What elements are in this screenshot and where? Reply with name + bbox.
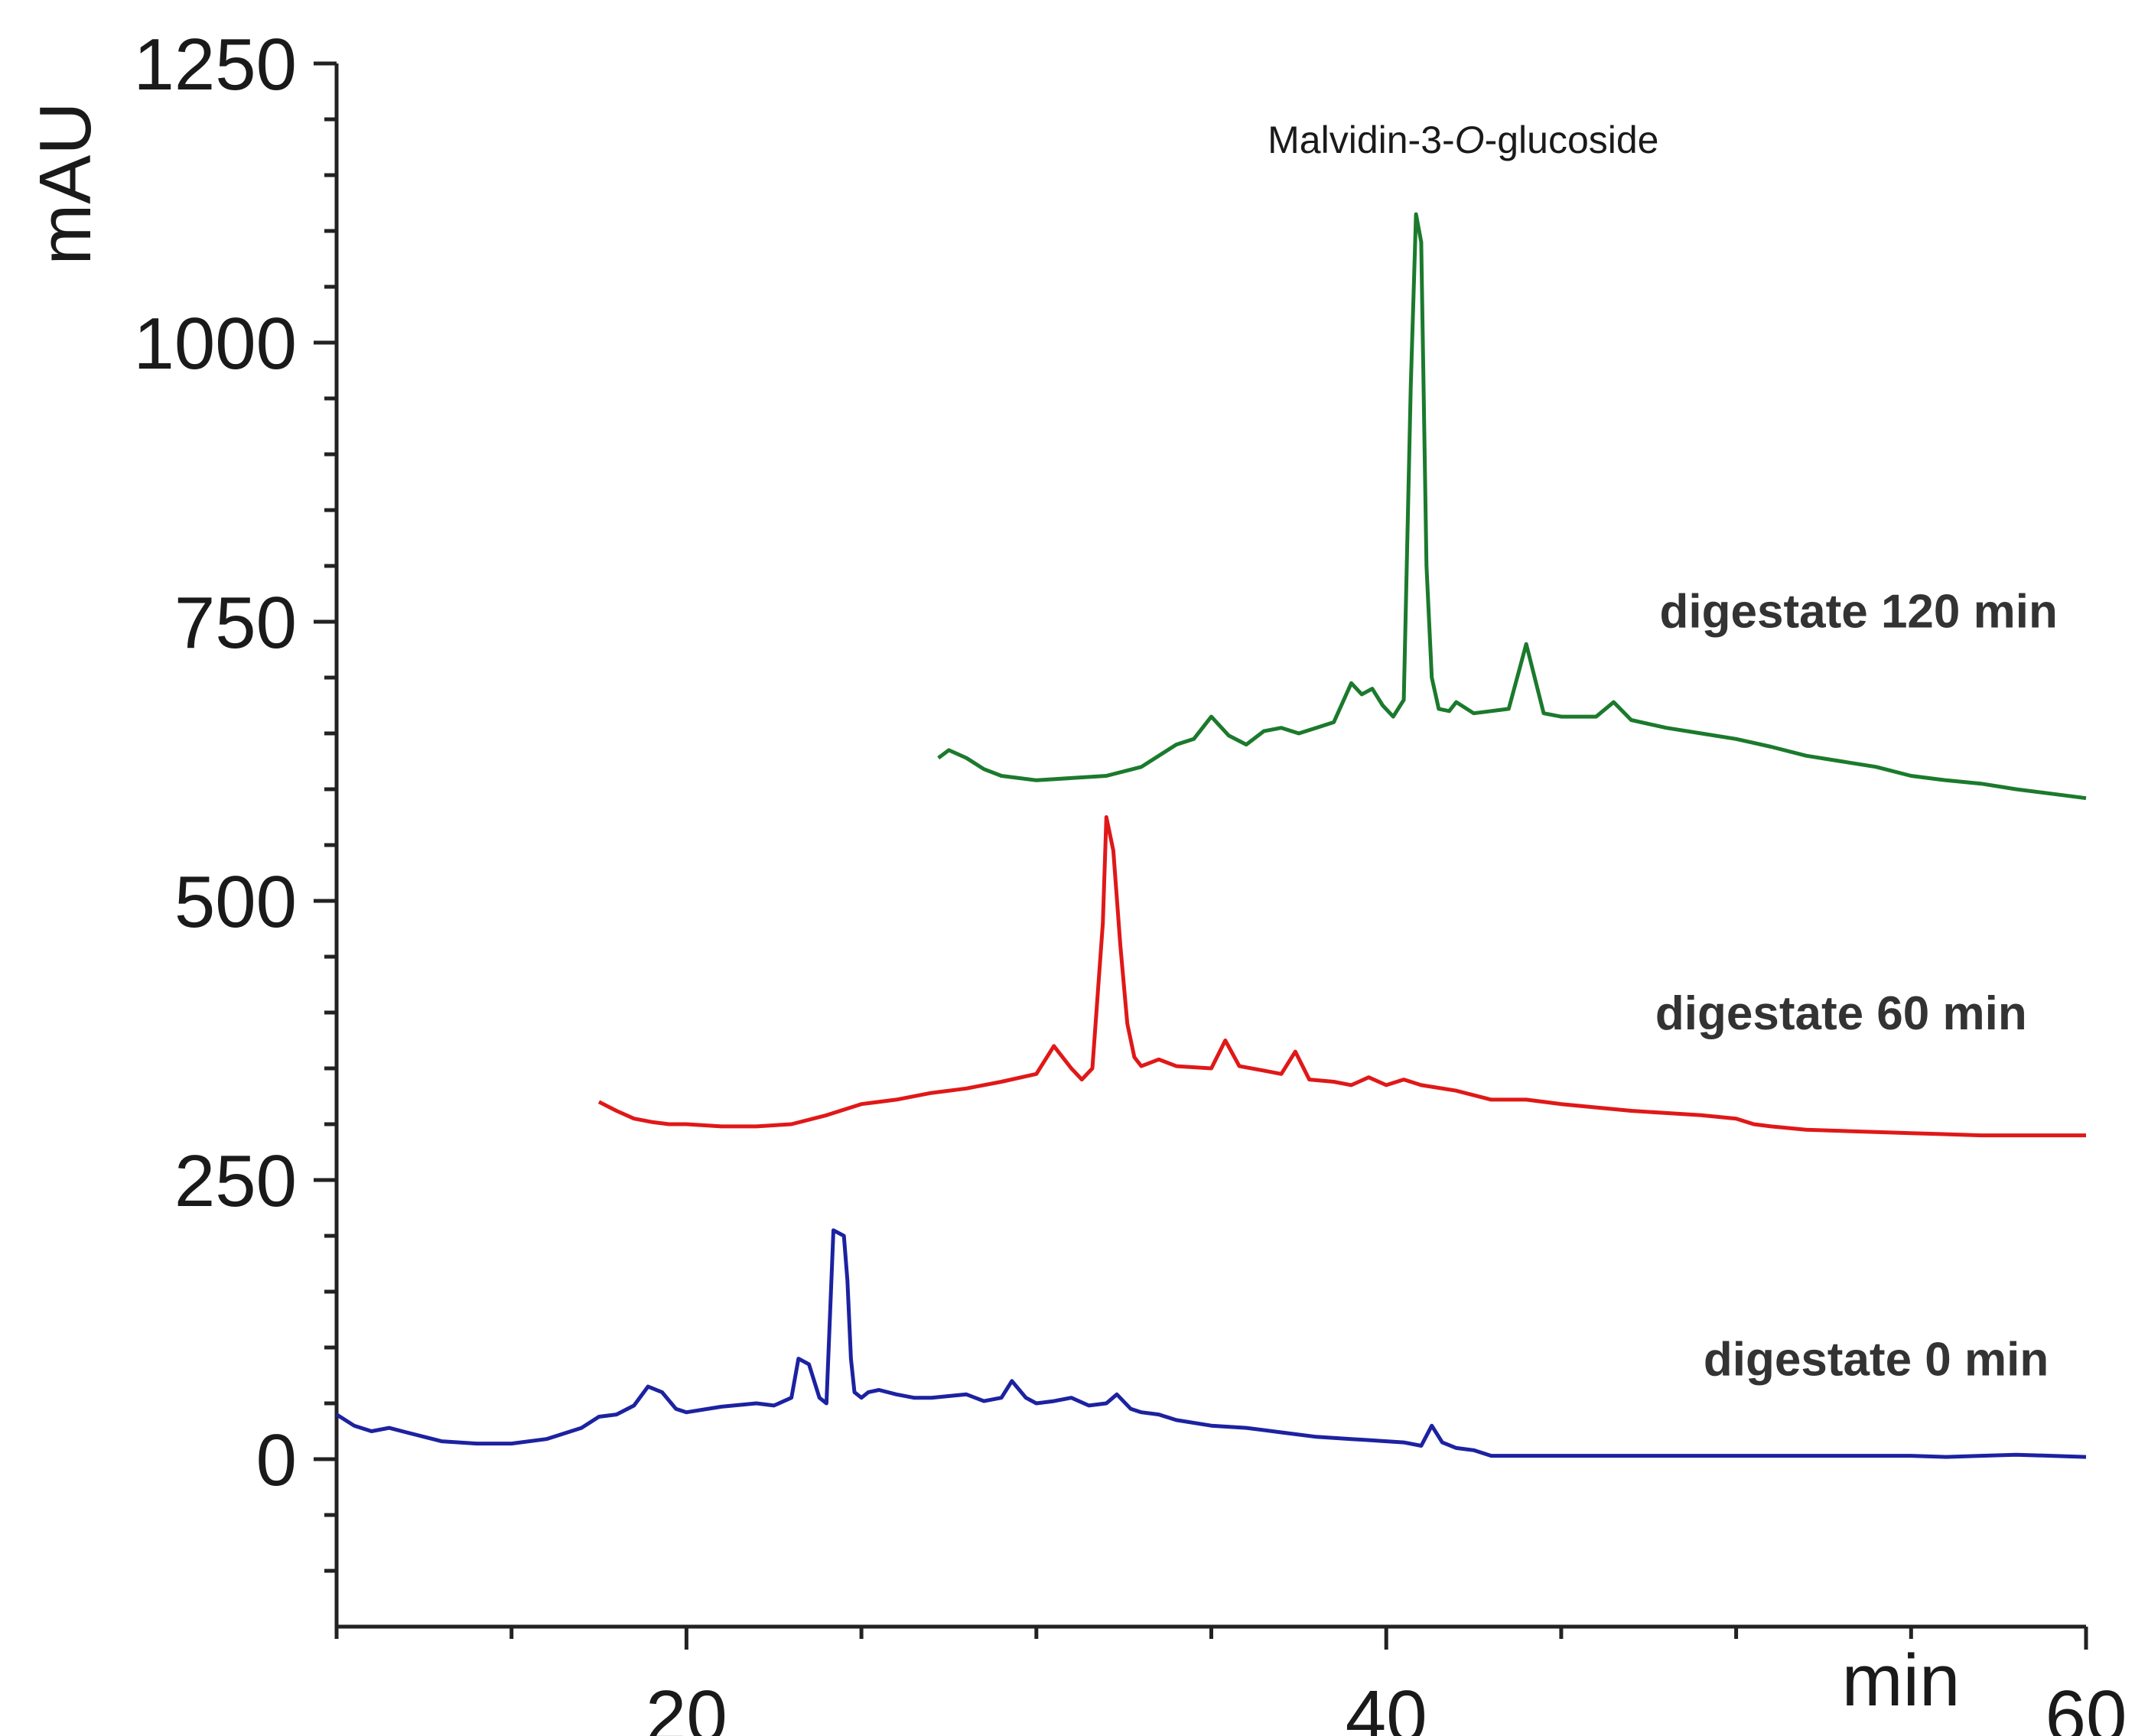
y-tick-label: 500 [174, 861, 297, 943]
series-line-1 [597, 815, 2086, 1138]
axes: 0 250 500 750 1000 1250 20 40 60 min mAU [24, 24, 2127, 1736]
series-label-1: digestate 60 min [1655, 987, 2027, 1040]
series-line-2 [937, 212, 2087, 801]
y-tick-label: 250 [174, 1140, 297, 1222]
x-tick-label: 40 [1346, 1676, 1427, 1736]
y-tick-label: 750 [174, 582, 297, 664]
traces [335, 212, 2087, 1459]
series-label-2: digestate 120 min [1660, 585, 2058, 638]
x-tick-label: 20 [646, 1676, 727, 1736]
series-label-0: digestate 0 min [1704, 1334, 2049, 1387]
x-tick-label: 60 [2045, 1676, 2127, 1736]
x-axis-title: min [1842, 1640, 1961, 1721]
y-axis-title: mAU [24, 102, 106, 265]
y-tick-label: 1000 [133, 303, 297, 385]
labels: digestate 0 min digestate 60 min digestate… [1268, 119, 2058, 1387]
series-line-0 [335, 1228, 2087, 1459]
peak-annotation: Malvidin-3-O-glucoside [1268, 119, 1658, 161]
y-tick-label: 0 [256, 1419, 297, 1501]
y-tick-label: 1250 [133, 24, 297, 106]
